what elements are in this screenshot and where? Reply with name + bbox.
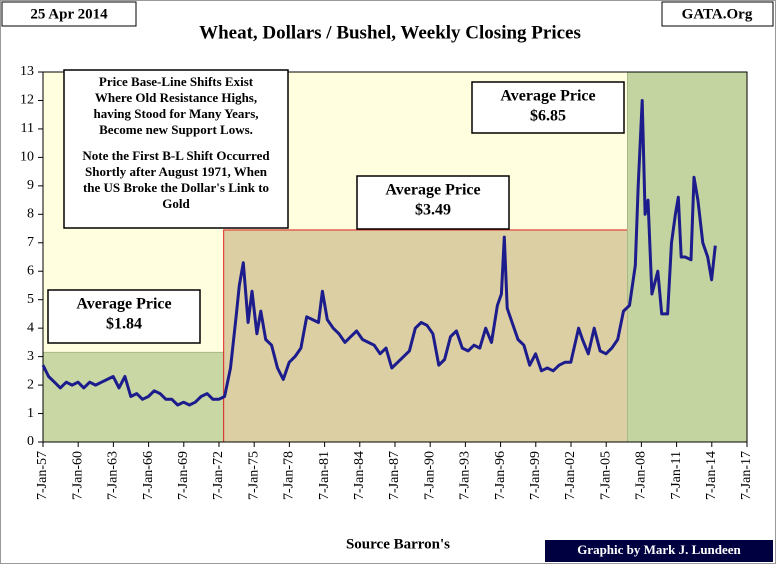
credit-box xyxy=(545,540,773,562)
x-tick-label: 7-Jan-87 xyxy=(387,451,402,500)
note-text: Note the First B-L Shift Occurred xyxy=(82,148,270,163)
note-text: Gold xyxy=(162,196,190,211)
x-tick-label: 7-Jan-05 xyxy=(598,451,613,500)
y-tick-label: 6 xyxy=(27,263,34,278)
x-tick-label: 7-Jan-11 xyxy=(669,451,684,499)
x-tick-label: 7-Jan-99 xyxy=(528,451,543,500)
note-text: Price Base-Line Shifts Exist xyxy=(99,74,254,89)
annotation-text: $6.85 xyxy=(530,108,566,125)
note-text: Shortly after August 1971, When xyxy=(85,164,268,179)
y-tick-label: 0 xyxy=(27,434,34,449)
y-tick-label: 4 xyxy=(27,320,34,335)
note-text: Become new Support Lows. xyxy=(99,122,253,137)
x-tick-label: 7-Jan-57 xyxy=(35,451,50,500)
x-tick-label: 7-Jan-17 xyxy=(739,451,754,500)
y-tick-label: 2 xyxy=(27,377,34,392)
annotation-text: Average Price xyxy=(385,182,480,199)
note-box xyxy=(63,69,289,229)
x-tick-label: 7-Jan-66 xyxy=(141,451,156,500)
y-tick-label: 12 xyxy=(20,93,34,108)
x-tick-label: 7-Jan-84 xyxy=(352,451,367,500)
source-label: Source Barron's xyxy=(346,536,450,552)
y-tick-label: 5 xyxy=(27,292,34,307)
x-tick-label: 7-Jan-63 xyxy=(106,451,121,500)
x-tick-label: 7-Jan-14 xyxy=(704,451,719,500)
x-tick-label: 7-Jan-69 xyxy=(176,451,191,500)
annotation-box xyxy=(47,289,201,344)
note-text: the US Broke the Dollar's Link to xyxy=(83,180,269,195)
date-label: 25 Apr 2014 xyxy=(30,6,108,22)
annotation-text: $1.84 xyxy=(106,316,142,333)
zone xyxy=(223,229,628,443)
annotation-text: Average Price xyxy=(76,296,171,313)
y-tick-label: 3 xyxy=(27,349,34,364)
x-tick-label: 7-Jan-93 xyxy=(458,451,473,500)
annotation-box xyxy=(471,81,625,134)
note-text: Where Old Resistance Highs, xyxy=(95,90,257,105)
y-tick-label: 7 xyxy=(27,235,34,250)
x-tick-label: 7-Jan-96 xyxy=(493,451,508,500)
x-tick-label: 7-Jan-08 xyxy=(634,451,649,500)
price-line xyxy=(41,99,717,407)
credit-label: Graphic by Mark J. Lundeen xyxy=(577,542,741,557)
site-label: GATA.Org xyxy=(682,6,753,22)
y-tick-label: 9 xyxy=(27,178,34,193)
annotation-text: $3.49 xyxy=(415,202,451,219)
x-tick-label: 7-Jan-78 xyxy=(282,451,297,500)
chart-title: Wheat, Dollars / Bushel, Weekly Closing … xyxy=(199,22,581,43)
site-box xyxy=(661,1,774,27)
x-tick-label: 7-Jan-60 xyxy=(70,451,85,500)
x-tick-label: 7-Jan-72 xyxy=(211,451,226,500)
note-text: having Stood for Many Years, xyxy=(93,106,258,121)
annotation-box xyxy=(356,175,510,230)
y-tick-label: 1 xyxy=(27,406,34,421)
y-tick-label: 10 xyxy=(20,150,34,165)
x-tick-label: 7-Jan-02 xyxy=(563,451,578,500)
zone xyxy=(42,351,225,443)
annotation-text: Average Price xyxy=(500,88,595,105)
y-tick-label: 8 xyxy=(27,207,34,222)
date-box xyxy=(1,1,137,27)
y-tick-label: 11 xyxy=(21,121,34,136)
x-tick-label: 7-Jan-81 xyxy=(317,451,332,500)
x-tick-label: 7-Jan-90 xyxy=(422,451,437,500)
y-tick-label: 13 xyxy=(20,64,34,79)
x-tick-label: 7-Jan-75 xyxy=(246,451,261,500)
